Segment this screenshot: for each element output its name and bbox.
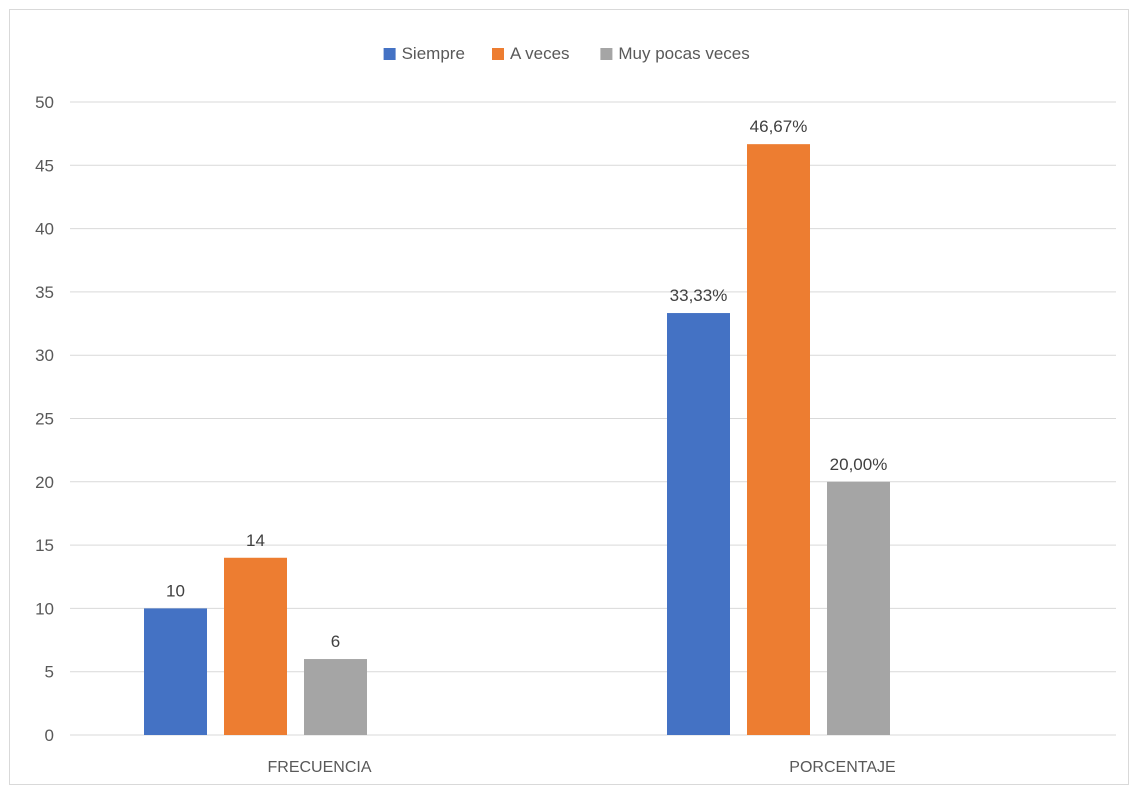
bar-siempre [667, 313, 730, 735]
y-tick-label: 5 [45, 663, 54, 682]
y-tick-label: 0 [45, 726, 54, 745]
y-tick-label: 25 [35, 410, 54, 429]
legend-label: Muy pocas veces [618, 44, 749, 63]
data-label: 33,33% [670, 286, 728, 305]
y-tick-label: 40 [35, 220, 54, 239]
data-label: 10 [166, 581, 185, 600]
bar-a-veces [224, 557, 287, 735]
x-category-label: PORCENTAJE [789, 759, 895, 776]
data-label: 14 [246, 531, 265, 550]
y-axis-tick-labels: 0 5 10 15 20 25 30 35 40 45 50 [35, 93, 54, 745]
y-tick-label: 15 [35, 536, 54, 555]
data-label: 20,00% [830, 455, 888, 474]
chart-area: 0 5 10 15 20 25 30 35 40 45 50 10 14 6 33,33% 46,67% 20… [9, 9, 1129, 785]
bar-muy-pocas-veces [827, 481, 890, 735]
y-tick-label: 10 [35, 599, 54, 618]
data-labels: 10 14 6 33,33% 46,67% 20,00% [166, 117, 887, 651]
bar-a-veces [747, 144, 810, 735]
legend-label: Siempre [402, 44, 465, 63]
legend-label: A veces [510, 44, 570, 63]
x-axis-category-labels: FRECUENCIA PORCENTAJE [267, 759, 895, 776]
bar-chart: 0 5 10 15 20 25 30 35 40 45 50 10 14 6 33,33% 46,67% 20… [35, 44, 1116, 776]
y-tick-label: 35 [35, 283, 54, 302]
y-tick-label: 50 [35, 93, 54, 112]
legend: Siempre A veces Muy pocas veces [383, 44, 750, 63]
bars [144, 144, 890, 735]
bar-siempre [144, 608, 207, 735]
legend-swatch-muy-pocas-veces [600, 48, 613, 60]
bar-muy-pocas-veces [304, 659, 367, 735]
data-label: 6 [331, 632, 340, 651]
y-tick-label: 20 [35, 473, 54, 492]
y-tick-label: 30 [35, 346, 54, 365]
x-category-label: FRECUENCIA [267, 759, 371, 776]
y-tick-label: 45 [35, 156, 54, 175]
legend-swatch-siempre [383, 48, 396, 60]
legend-swatch-a-veces [492, 48, 504, 60]
data-label: 46,67% [750, 117, 808, 136]
